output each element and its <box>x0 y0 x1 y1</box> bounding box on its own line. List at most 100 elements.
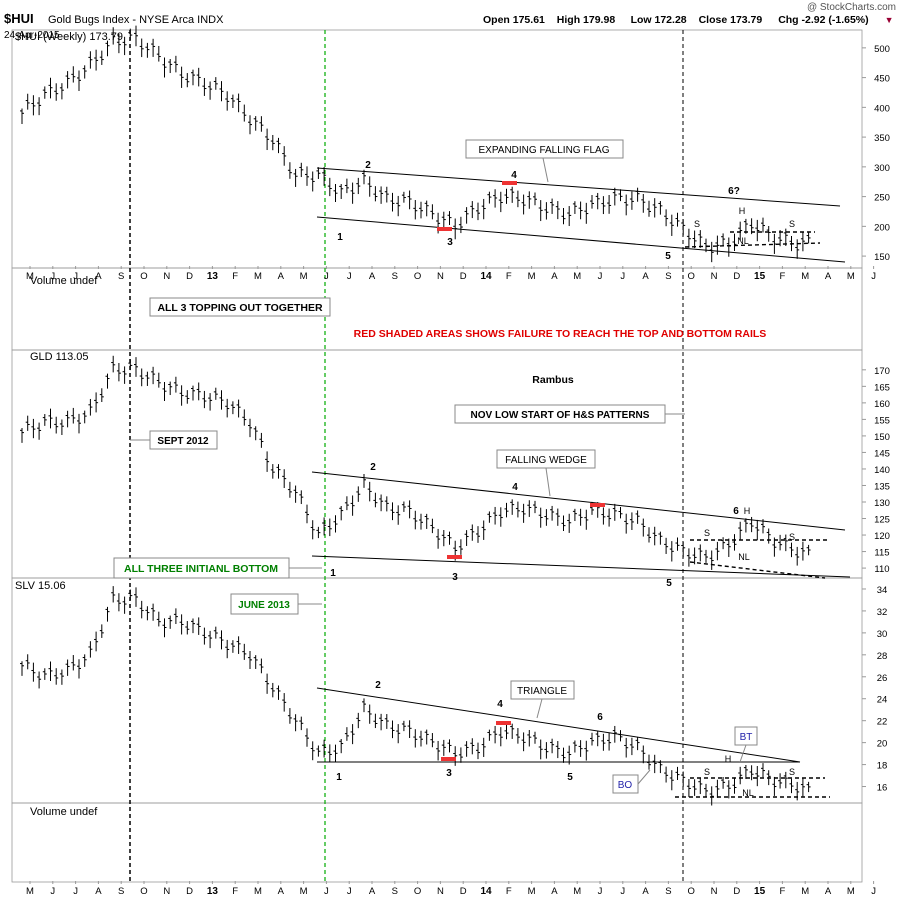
red-failure-mark <box>502 181 517 185</box>
gld-neckline <box>689 561 826 579</box>
svg-text:BO: BO <box>618 780 633 791</box>
quote-item: High 179.98 <box>557 14 616 26</box>
hui-lower-rail <box>316 216 846 263</box>
month-tick-label: J <box>324 886 329 897</box>
svg-text:NL: NL <box>738 552 750 562</box>
svg-text:BT: BT <box>740 732 753 743</box>
gld-y-tick-label: 120 <box>874 531 890 542</box>
panel-frame <box>11 802 863 883</box>
month-tick-label: S <box>392 271 398 282</box>
slv-upper-rail <box>316 687 801 763</box>
gld-y-tick-label: 155 <box>874 415 890 426</box>
month-tick-label: N <box>711 271 718 282</box>
svg-text:S: S <box>789 532 795 542</box>
month-tick-label: S <box>392 886 398 897</box>
slv-y-tick-label: 26 <box>877 673 888 684</box>
month-tick-label: S <box>665 886 671 897</box>
panel-frame <box>11 577 863 804</box>
svg-text:NL: NL <box>742 788 754 798</box>
month-tick-label: O <box>414 886 421 897</box>
month-tick-label: J <box>73 886 78 897</box>
svg-text:3: 3 <box>452 572 458 583</box>
month-tick-label: D <box>186 271 193 282</box>
hui-neckline <box>684 242 821 248</box>
month-tick-label: M <box>528 271 536 282</box>
red-failure-mark <box>437 227 452 231</box>
svg-text:6: 6 <box>597 712 603 723</box>
gld-y-tick-label: 170 <box>874 366 890 377</box>
slv-wave-labels: 2 4 6 1 3 5 <box>336 680 603 783</box>
gld-y-tick-label: 135 <box>874 481 890 492</box>
month-tick-label: M <box>26 886 34 897</box>
svg-text:1: 1 <box>337 232 343 243</box>
month-tick-label: A <box>642 271 649 282</box>
hui-y-tick-label: 150 <box>874 252 890 263</box>
month-tick-label: M <box>847 271 855 282</box>
month-tick-label: J <box>620 271 625 282</box>
month-tick-label: A <box>278 271 285 282</box>
hui-hs-labels: S H S NL <box>694 206 795 246</box>
chart-date: 24-Apr-2015 <box>4 30 60 41</box>
month-tick-label: F <box>506 271 512 282</box>
month-tick-label: A <box>551 886 558 897</box>
red-failure-mark <box>447 555 462 559</box>
gld-upper-rail <box>311 471 846 531</box>
month-tick-label: J <box>73 271 78 282</box>
hui-y-tick-label: 250 <box>874 193 890 204</box>
month-tick-label: A <box>825 271 832 282</box>
month-tick-label: M <box>573 886 581 897</box>
hui-y-tick-label: 350 <box>874 133 890 144</box>
red-failure-mark <box>590 503 605 507</box>
callout-pointer <box>739 744 747 763</box>
svg-text:5: 5 <box>666 578 672 589</box>
month-tick-label: J <box>50 271 55 282</box>
svg-text:ALL 3 TOPPING OUT TOGETHER: ALL 3 TOPPING OUT TOGETHER <box>157 302 323 314</box>
month-tick-label: A <box>369 886 376 897</box>
quote-item: Low 172.28 <box>631 14 687 26</box>
june-2013-callout: JUNE 2013 <box>230 593 299 615</box>
gld-lower-rail <box>311 555 851 578</box>
gld-y-tick-label: 165 <box>874 382 890 393</box>
month-tick-label: F <box>506 886 512 897</box>
month-tick-label: F <box>232 886 238 897</box>
svg-text:1: 1 <box>330 568 336 579</box>
month-tick-label: J <box>50 886 55 897</box>
slv-y-tick-label: 16 <box>877 783 888 794</box>
month-tick-label: M <box>300 271 308 282</box>
month-tick-label: J <box>871 886 876 897</box>
callout-pointer <box>542 157 549 183</box>
month-tick-label: M <box>254 886 262 897</box>
callout-pointer <box>637 769 651 785</box>
month-tick-label: M <box>573 271 581 282</box>
hui-y-tick-label: 500 <box>874 44 890 55</box>
svg-text:FALLING WEDGE: FALLING WEDGE <box>505 455 587 466</box>
svg-text:H: H <box>744 506 751 516</box>
svg-text:S: S <box>789 767 795 777</box>
svg-text:5: 5 <box>567 772 573 783</box>
svg-text:3: 3 <box>447 237 453 248</box>
svg-text:JUNE 2013: JUNE 2013 <box>238 600 290 611</box>
down-arrow-icon: ▼ <box>885 15 894 25</box>
svg-text:NL: NL <box>737 236 749 246</box>
quote-item: Open 175.61 <box>483 14 545 26</box>
svg-text:6: 6 <box>733 506 739 517</box>
volume1-label: Volume undef <box>30 275 98 287</box>
month-tick-label: S <box>118 271 124 282</box>
month-tick-label: 13 <box>207 886 219 897</box>
expanding-flag-callout: EXPANDING FALLING FLAG <box>465 139 624 159</box>
month-tick-label: D <box>733 886 740 897</box>
month-tick-label: M <box>26 271 34 282</box>
callout-pointer <box>545 467 551 497</box>
month-tick-label: M <box>528 886 536 897</box>
svg-text:ALL THREE INITIANL BOTTOM: ALL THREE INITIANL BOTTOM <box>124 563 278 575</box>
bottom-callout: ALL THREE INITIANL BOTTOM <box>113 557 290 579</box>
bt-callout: BT <box>734 726 758 746</box>
month-tick-label: J <box>347 271 352 282</box>
month-tick-label: D <box>460 271 467 282</box>
watermark: @ StockCharts.com <box>807 2 896 13</box>
slv-hs-labels: S H S NL <box>704 754 795 798</box>
svg-text:H: H <box>725 754 732 764</box>
gld-panel-label: GLD 113.05 <box>30 351 89 363</box>
month-tick-label: M <box>801 886 809 897</box>
